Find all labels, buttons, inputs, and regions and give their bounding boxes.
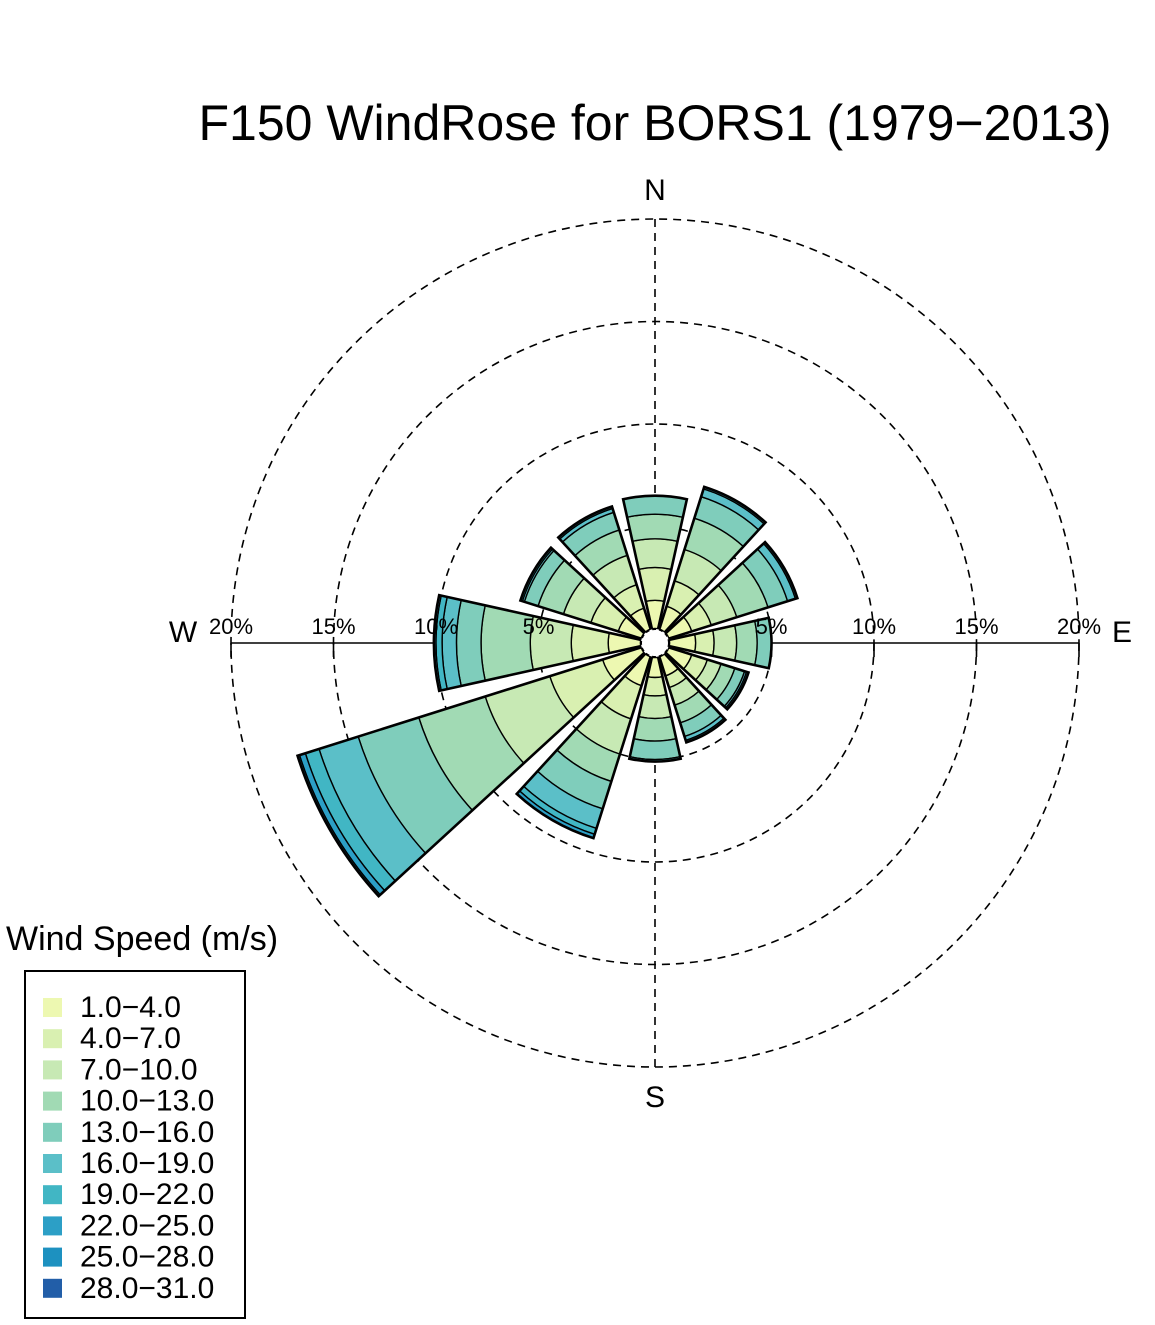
petal-segment — [632, 715, 678, 742]
ring-label: 5% — [523, 614, 555, 639]
legend-label: 4.0−7.0 — [80, 1022, 181, 1055]
legend-swatch — [43, 998, 62, 1017]
ring-label: 10% — [852, 614, 896, 639]
ring-label: 10% — [414, 614, 458, 639]
petal-segment — [622, 495, 688, 519]
compass-west: W — [169, 616, 198, 649]
legend-title: Wind Speed (m/s) — [6, 920, 278, 958]
legend-label: 7.0−10.0 — [80, 1053, 198, 1086]
compass-south: S — [645, 1081, 665, 1114]
legend-label: 25.0−28.0 — [80, 1241, 214, 1274]
petal-segment — [455, 599, 487, 687]
petals — [295, 485, 800, 899]
ring-labels: 5% 5% 10% 10% 15% 15% 20% 20% — [209, 614, 1101, 639]
ring-label: 5% — [756, 614, 788, 639]
petal-segment — [733, 620, 758, 666]
petal-segment — [626, 513, 684, 543]
legend-swatch — [43, 1278, 62, 1298]
legend-swatch — [43, 1154, 62, 1173]
ring-label: 15% — [311, 614, 355, 639]
legend-label: 13.0−16.0 — [80, 1116, 214, 1149]
petal-segment — [631, 538, 679, 571]
legend-swatch — [43, 1060, 62, 1080]
legend-swatch — [43, 1216, 62, 1236]
legend-swatch — [43, 1185, 62, 1205]
compass-north: N — [644, 174, 666, 207]
chart-title: F150 WindRose for BORS1 (1979−2013) — [199, 95, 1112, 151]
ring-label: 20% — [1057, 614, 1101, 639]
ring-label: 20% — [209, 614, 253, 639]
legend-label: 10.0−13.0 — [80, 1085, 214, 1118]
legend-swatch — [43, 1247, 62, 1267]
legend-label: 1.0−4.0 — [80, 991, 181, 1024]
legend-label: 28.0−31.0 — [80, 1272, 214, 1305]
compass-east: E — [1112, 616, 1132, 649]
legend-label: 22.0−25.0 — [80, 1209, 214, 1242]
legend-label: 16.0−19.0 — [80, 1147, 214, 1180]
legend-swatch — [43, 1122, 62, 1142]
legend-swatch — [43, 1091, 62, 1111]
legend: 1.0−4.04.0−7.07.0−10.010.0−13.013.0−16.0… — [43, 991, 214, 1305]
legend-swatch — [43, 1029, 62, 1049]
legend-label: 19.0−22.0 — [80, 1178, 214, 1211]
ring-label: 15% — [954, 614, 998, 639]
calm-circle — [640, 628, 670, 658]
petal-segment — [628, 737, 682, 761]
